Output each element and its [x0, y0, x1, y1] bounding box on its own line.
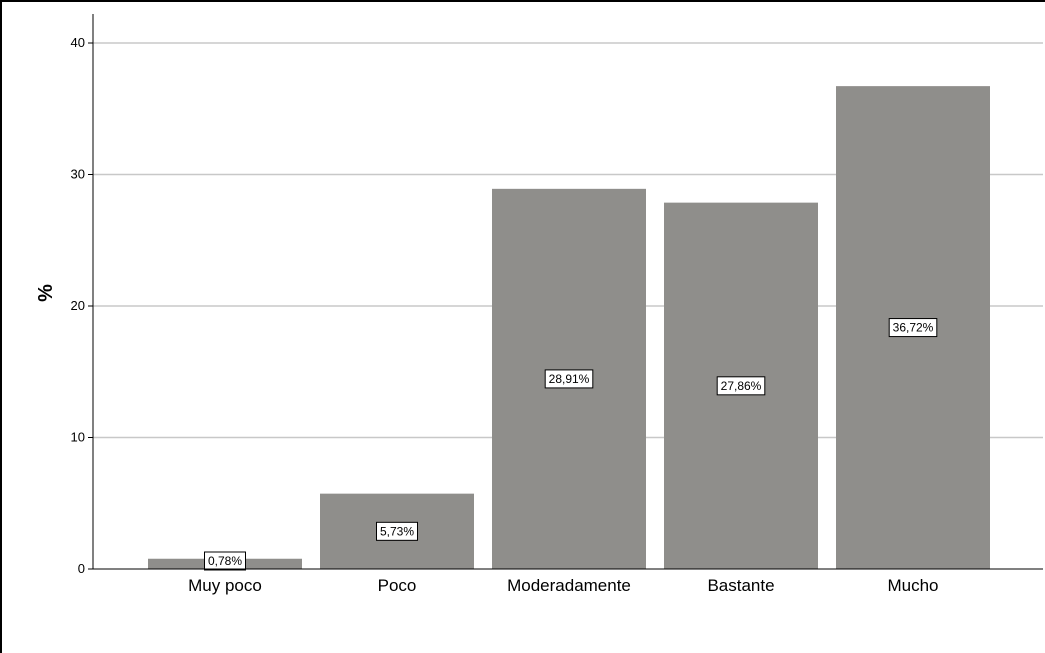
data-label-box [888, 318, 938, 338]
x-category-label: Mucho [887, 576, 938, 595]
x-category-label: Moderadamente [507, 576, 631, 595]
data-label-text: 36,72% [893, 321, 934, 335]
data-label: 5,73% [376, 521, 418, 541]
data-label: 27,86% [716, 376, 766, 396]
data-label-box [544, 369, 594, 389]
y-tick-label: 10 [71, 430, 85, 445]
y-tick-label: 30 [71, 167, 85, 182]
x-category-label: Muy poco [188, 576, 262, 595]
data-label-box [204, 551, 246, 571]
data-label: 36,72% [888, 318, 938, 338]
x-category-label: Bastante [707, 576, 774, 595]
data-label: 28,91% [544, 369, 594, 389]
data-label-box [376, 521, 418, 541]
data-label-box [716, 376, 766, 396]
y-axis-ticks: 0 10 20 30 40 [71, 35, 93, 576]
y-tick-label: 40 [71, 35, 85, 50]
bars [148, 86, 990, 570]
x-axis-categories: Muy poco Poco Moderadamente Bastante Mucho [188, 576, 938, 595]
data-labels: 0,78% 5,73% 28,91% 27,86% 36,72% [204, 318, 938, 571]
data-label-text: 28,91% [549, 372, 590, 386]
data-label-text: 5,73% [380, 524, 414, 538]
x-category-label: Poco [378, 576, 417, 595]
y-tick-label: 20 [71, 298, 85, 313]
data-label: 0,78% [204, 551, 246, 571]
y-tick-label: 0 [78, 561, 85, 576]
data-label-text: 27,86% [721, 379, 762, 393]
data-label-text: 0,78% [208, 554, 242, 568]
